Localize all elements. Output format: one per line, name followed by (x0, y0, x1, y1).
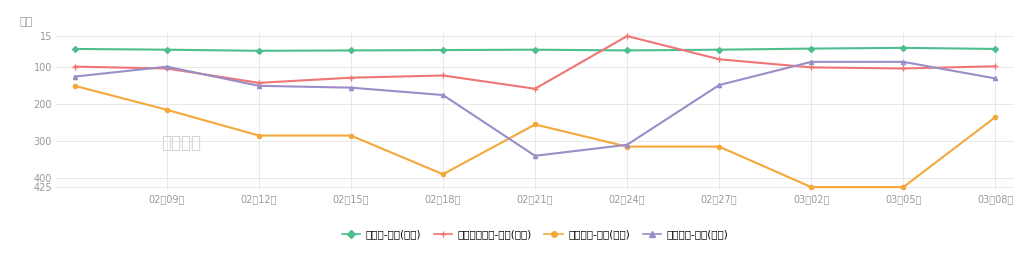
璀璨星途-游戏(畅销) (253, 134, 265, 137)
绝对演绎-游戏(畅销) (437, 93, 450, 97)
凌云诺-游戏(畅销) (897, 46, 909, 50)
绝对演绎-游戏(畅销) (897, 60, 909, 64)
凌云诺-游戏(畅销) (805, 47, 817, 50)
璀璨星途-游戏(畅销) (897, 186, 909, 189)
璀璨星途-游戏(畅销) (161, 108, 173, 111)
绝对演绎-游戏(畅销) (989, 77, 1001, 80)
绝对演绎-游戏(畅销) (529, 154, 542, 157)
花亦山心之月-游戏(畅销) (713, 57, 725, 61)
凌云诺-游戏(畅销) (713, 48, 725, 51)
花亦山心之月-游戏(畅销) (805, 66, 817, 69)
璀璨星途-游戏(畅销) (805, 186, 817, 189)
璀璨星途-游戏(畅销) (621, 145, 633, 148)
璀璨星途-游戏(畅销) (437, 173, 450, 176)
绝对演绎-游戏(畅销) (69, 75, 81, 78)
绝对演绎-游戏(畅销) (713, 83, 725, 87)
璀璨星途-游戏(畅销) (529, 123, 542, 126)
Line: 凌云诺-游戏(畅销): 凌云诺-游戏(畅销) (73, 46, 997, 53)
璀璨星途-游戏(畅销) (989, 116, 1001, 119)
璀璨星途-游戏(畅销) (69, 84, 81, 88)
Line: 绝对演绎-游戏(畅销): 绝对演绎-游戏(畅销) (73, 60, 997, 158)
Y-axis label: 排名: 排名 (19, 17, 33, 27)
花亦山心之月-游戏(畅销) (437, 74, 450, 77)
Line: 璀璨星途-游戏(畅销): 璀璨星途-游戏(畅销) (73, 84, 997, 189)
凌云诺-游戏(畅销) (69, 47, 81, 50)
凌云诺-游戏(畅销) (989, 47, 1001, 50)
凌云诺-游戏(畅销) (161, 48, 173, 51)
花亦山心之月-游戏(畅销) (989, 65, 1001, 68)
凌云诺-游戏(畅销) (437, 48, 450, 52)
璀璨星途-游戏(畅销) (713, 145, 725, 148)
Legend: 凌云诺-游戏(畅销), 花亦山心之月-游戏(畅销), 璀璨星途-游戏(畅销), 绝对演绎-游戏(畅销): 凌云诺-游戏(畅销), 花亦山心之月-游戏(畅销), 璀璨星途-游戏(畅销), … (342, 229, 728, 239)
花亦山心之月-游戏(畅销) (69, 65, 81, 68)
璀璨星途-游戏(畅销) (345, 134, 357, 137)
花亦山心之月-游戏(畅销) (897, 67, 909, 70)
绝对演绎-游戏(畅销) (621, 143, 633, 146)
凌云诺-游戏(畅销) (529, 48, 542, 51)
凌云诺-游戏(畅销) (253, 49, 265, 52)
Line: 花亦山心之月-游戏(畅销): 花亦山心之月-游戏(畅销) (72, 33, 998, 92)
绝对演绎-游戏(畅销) (345, 86, 357, 89)
花亦山心之月-游戏(畅销) (253, 81, 265, 85)
凌云诺-游戏(畅销) (345, 49, 357, 52)
凌云诺-游戏(畅销) (621, 49, 633, 52)
绝对演绎-游戏(畅销) (253, 84, 265, 88)
绝对演绎-游戏(畅销) (805, 60, 817, 64)
花亦山心之月-游戏(畅销) (621, 34, 633, 38)
花亦山心之月-游戏(畅销) (161, 67, 173, 70)
花亦山心之月-游戏(畅销) (345, 76, 357, 79)
Text: 七麦数据: 七麦数据 (161, 134, 201, 152)
花亦山心之月-游戏(畅销) (529, 87, 542, 90)
绝对演绎-游戏(畅销) (161, 65, 173, 68)
